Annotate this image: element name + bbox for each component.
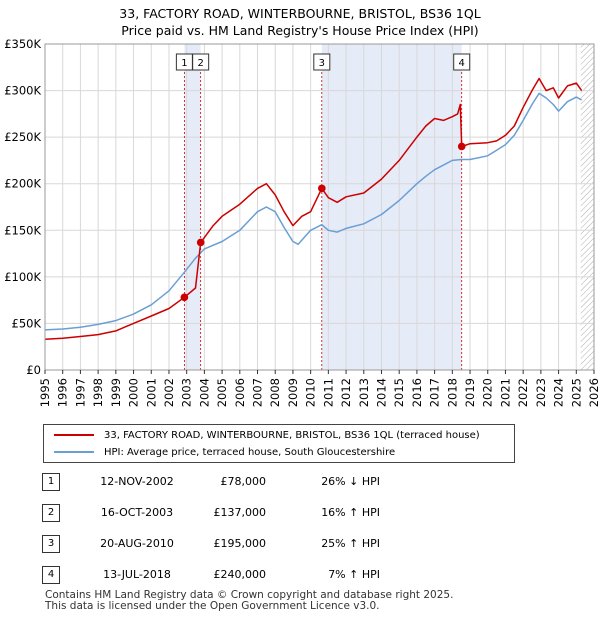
x-tick-label: 2003 xyxy=(180,378,194,407)
sale-marker-box xyxy=(192,53,210,71)
x-tick-label: 2008 xyxy=(268,378,282,407)
x-tick-label: 1999 xyxy=(109,378,123,407)
legend-swatch-property xyxy=(54,434,94,436)
x-tick-label: 2025 xyxy=(569,378,583,407)
x-tick-label: 2017 xyxy=(428,378,442,407)
series-line-hpi xyxy=(44,92,582,331)
y-tick-label: £350K xyxy=(4,37,41,51)
x-tick-label: 2019 xyxy=(463,378,477,407)
x-tick-label: 2010 xyxy=(304,378,318,407)
x-tick-label: 2005 xyxy=(215,378,229,407)
sale-date: 16-OCT-2003 xyxy=(100,506,174,519)
x-tick-label: 2026 xyxy=(587,378,600,407)
x-tick-label: 2002 xyxy=(162,378,176,407)
x-tick-label: 2006 xyxy=(233,378,247,407)
x-tick-label: 2012 xyxy=(339,378,353,407)
x-tick-label: 1995 xyxy=(38,378,52,407)
y-tick-label: £200K xyxy=(4,177,41,191)
x-tick-label: 1997 xyxy=(73,378,87,407)
chart-subtitle: Price paid vs. HM Land Registry's House … xyxy=(121,23,479,38)
legend-item-hpi: HPI: Average price, terraced house, Sout… xyxy=(54,444,395,460)
footer-licence: This data is licensed under the Open Gov… xyxy=(45,600,380,612)
sale-price: £78,000 xyxy=(220,475,267,488)
sale-hpi-diff: 25% ↑ HPI xyxy=(321,537,380,550)
x-tick-label: 2007 xyxy=(251,378,265,407)
chart-title-line: 33, FACTORY ROAD, WINTERBOURNE, BRISTOL,… xyxy=(119,6,481,21)
chart-title: 33, FACTORY ROAD, WINTERBOURNE, BRISTOL,… xyxy=(0,5,600,39)
legend-swatch-hpi xyxy=(54,451,94,453)
sale-marker-label: 1 xyxy=(181,58,187,69)
footer-copyright: Contains HM Land Registry data © Crown c… xyxy=(45,589,454,601)
x-tick-label: 2014 xyxy=(374,378,388,407)
x-tick-label: 2001 xyxy=(144,378,158,407)
sale-marker-label: 4 xyxy=(459,58,465,69)
x-tick-label: 2018 xyxy=(445,378,459,407)
y-tick-label: £250K xyxy=(4,130,41,144)
y-tick-label: £300K xyxy=(4,84,41,98)
table-row: 2 16-OCT-2003 £137,000 16% ↑ HPI xyxy=(42,504,562,522)
sale-hpi-diff: 16% ↑ HPI xyxy=(321,506,380,519)
x-tick-label: 1996 xyxy=(56,378,70,407)
sale-hpi-diff: 26% ↓ HPI xyxy=(321,475,380,488)
sale-point xyxy=(196,238,205,247)
x-tick-label: 2004 xyxy=(197,378,211,407)
x-tick-label: 2011 xyxy=(321,378,335,407)
chart-legend: 33, FACTORY ROAD, WINTERBOURNE, BRISTOL,… xyxy=(43,424,515,463)
shaded-range xyxy=(184,44,201,370)
sale-number-badge: 3 xyxy=(42,535,60,553)
sale-marker-label: 3 xyxy=(319,58,325,69)
legend-label-property: 33, FACTORY ROAD, WINTERBOURNE, BRISTOL,… xyxy=(104,429,480,441)
sale-marker-box xyxy=(453,53,471,71)
x-tick-label: 2009 xyxy=(286,378,300,407)
x-tick-label: 2021 xyxy=(498,378,512,407)
footer: Contains HM Land Registry data © Crown c… xyxy=(45,590,453,612)
sale-date: 12-NOV-2002 xyxy=(100,475,174,488)
x-tick-label: 2016 xyxy=(410,378,424,407)
x-tick-label: 2024 xyxy=(552,378,566,407)
x-tick-label: 2023 xyxy=(534,378,548,407)
y-tick-label: £0 xyxy=(26,363,41,377)
sale-price: £240,000 xyxy=(213,568,267,581)
x-tick-label: 2022 xyxy=(516,378,530,407)
plot-area xyxy=(45,44,594,370)
table-row: 1 12-NOV-2002 £78,000 26% ↓ HPI xyxy=(42,473,562,491)
table-row: 3 20-AUG-2010 £195,000 25% ↑ HPI xyxy=(42,535,562,553)
sale-point xyxy=(318,184,326,193)
x-tick-label: 2013 xyxy=(357,378,371,407)
sale-number-badge: 2 xyxy=(42,504,60,522)
sale-marker-label: 2 xyxy=(197,58,203,69)
x-tick-label: 2020 xyxy=(481,378,495,407)
x-tick-label: 2015 xyxy=(392,378,406,407)
legend-item-property: 33, FACTORY ROAD, WINTERBOURNE, BRISTOL,… xyxy=(54,427,480,443)
sale-date: 20-AUG-2010 xyxy=(100,537,174,550)
sale-marker-box xyxy=(313,53,331,71)
y-tick-label: £100K xyxy=(4,270,41,284)
x-tick-label: 1998 xyxy=(91,378,105,407)
sale-price: £195,000 xyxy=(213,537,267,550)
sale-number-badge: 1 xyxy=(42,473,60,491)
table-row: 4 13-JUL-2018 £240,000 7% ↑ HPI xyxy=(42,566,562,584)
sale-date: 13-JUL-2018 xyxy=(103,568,171,581)
sale-point xyxy=(457,142,466,151)
sale-hpi-diff: 7% ↑ HPI xyxy=(328,568,380,581)
y-tick-label: £150K xyxy=(4,223,41,237)
legend-label-hpi: HPI: Average price, terraced house, Sout… xyxy=(104,446,396,458)
y-tick-label: £50K xyxy=(12,316,42,330)
sale-price: £137,000 xyxy=(213,506,267,519)
sale-number-badge: 4 xyxy=(42,566,60,584)
x-tick-label: 2000 xyxy=(127,378,141,407)
plot-border xyxy=(44,43,595,371)
sale-point xyxy=(180,293,189,302)
forecast-hatch xyxy=(580,44,594,370)
